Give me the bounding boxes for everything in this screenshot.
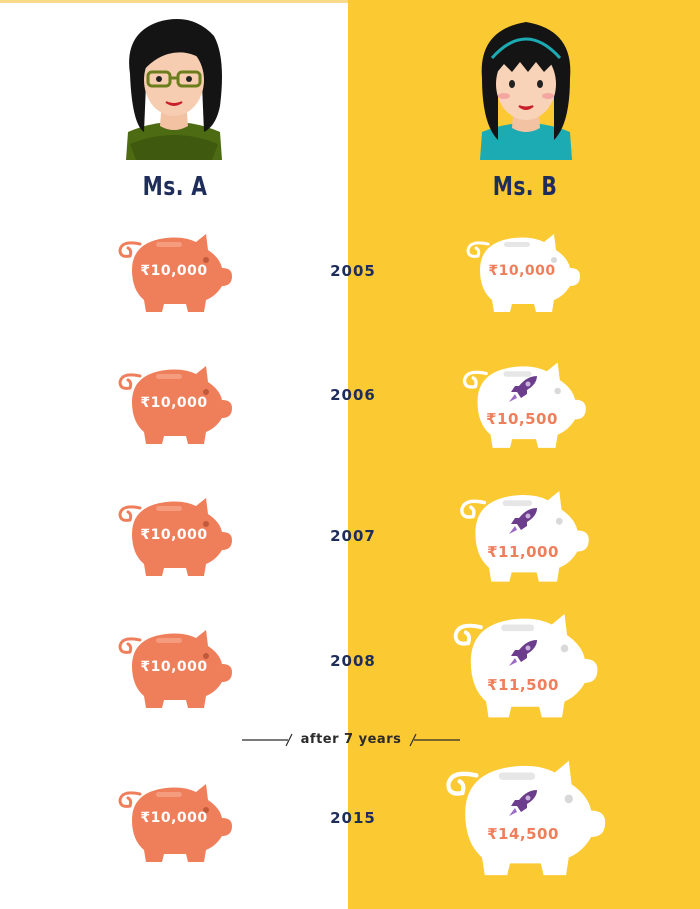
year-label: 2005 [330,262,376,280]
year-label: 2008 [330,652,376,670]
year-label: 2006 [330,386,376,404]
rocket-icon [509,508,537,534]
year-label: 2007 [330,527,376,545]
rocket-icon [509,640,537,666]
ms-b-savings-2007: ₹11,000 [487,543,559,561]
ms-b-savings-2006: ₹10,500 [486,410,558,428]
ms-b-name: Ms. B [492,172,558,202]
ms-a-savings-2015: ₹10,000 [140,810,208,826]
piggy-bank-icon [118,498,232,576]
ms-b-savings-2008: ₹11,500 [487,676,559,694]
ms-b-savings-2005: ₹10,000 [488,263,556,279]
ms-b-avatar [480,22,572,160]
ms-b-savings-2015: ₹14,500 [487,825,559,843]
piggy-bank-icon [446,760,606,876]
ms-a-savings-2007: ₹10,000 [140,527,208,543]
ms-a-name: Ms. A [142,172,208,202]
time-skip-divider [242,733,460,747]
piggy-bank-icon [462,362,586,448]
piggy-bank-icon [118,630,232,708]
piggy-bank-icon [460,490,589,582]
year-label: 2015 [330,809,376,827]
ms-a-savings-2008: ₹10,000 [140,659,208,675]
ms-a-savings-2005: ₹10,000 [140,263,208,279]
piggy-bank-icon [118,784,232,862]
after-years-label: after 7 years [300,732,402,747]
ms-a-avatar [126,19,222,160]
piggy-bank-icon [453,613,598,718]
piggy-bank-icon [118,234,232,312]
piggy-bank-icon [118,366,232,444]
piggy-bank-icon [466,234,580,312]
ms-a-savings-2006: ₹10,000 [140,395,208,411]
rocket-icon [509,790,537,816]
rocket-icon [509,376,537,402]
